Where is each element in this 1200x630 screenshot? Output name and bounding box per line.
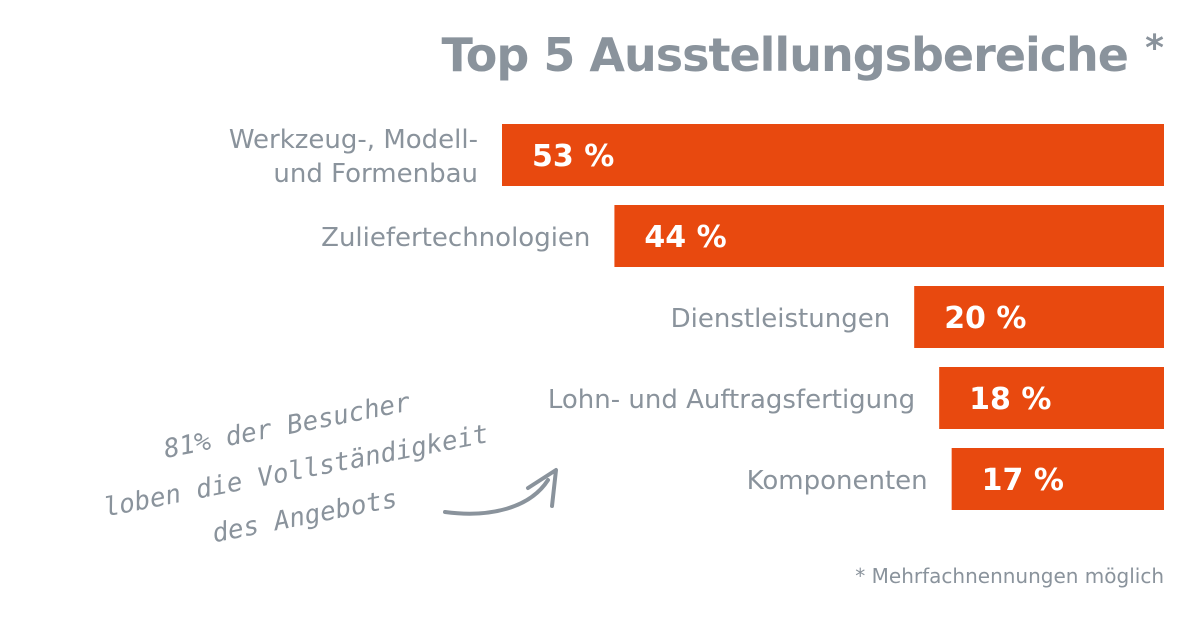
bar-2 xyxy=(614,205,1164,267)
category-label-4-line-1: Lohn- und Auftragsfertigung xyxy=(548,385,915,415)
category-label-1-line-2: und Formenbau xyxy=(273,159,478,189)
bar-value-label-1: 53 % xyxy=(532,139,614,174)
bar-5 xyxy=(951,448,1164,510)
note-arrow-curve xyxy=(443,478,550,516)
bar-value-label-3: 20 % xyxy=(944,301,1026,336)
bar-1 xyxy=(502,124,1164,186)
bar-value-label-4: 18 % xyxy=(969,382,1051,417)
chart-title: Top 5 Ausstellungsbereiche xyxy=(441,28,1129,82)
bar-value-label-5: 17 % xyxy=(982,463,1064,498)
bar-value-label-2: 44 % xyxy=(644,220,726,255)
category-label-2-line-1: Zuliefertechnologien xyxy=(321,223,590,253)
category-label-3-line-1: Dienstleistungen xyxy=(671,304,891,334)
footnote: * Mehrfachnennungen möglich xyxy=(855,564,1164,588)
bar-4 xyxy=(939,367,1164,429)
category-label-5-line-1: Komponenten xyxy=(747,466,928,496)
note-arrow-head xyxy=(526,468,558,508)
bar-3 xyxy=(914,286,1164,348)
category-label-1-line-1: Werkzeug-, Modell- xyxy=(229,125,478,155)
title-asterisk: * xyxy=(1145,28,1164,69)
